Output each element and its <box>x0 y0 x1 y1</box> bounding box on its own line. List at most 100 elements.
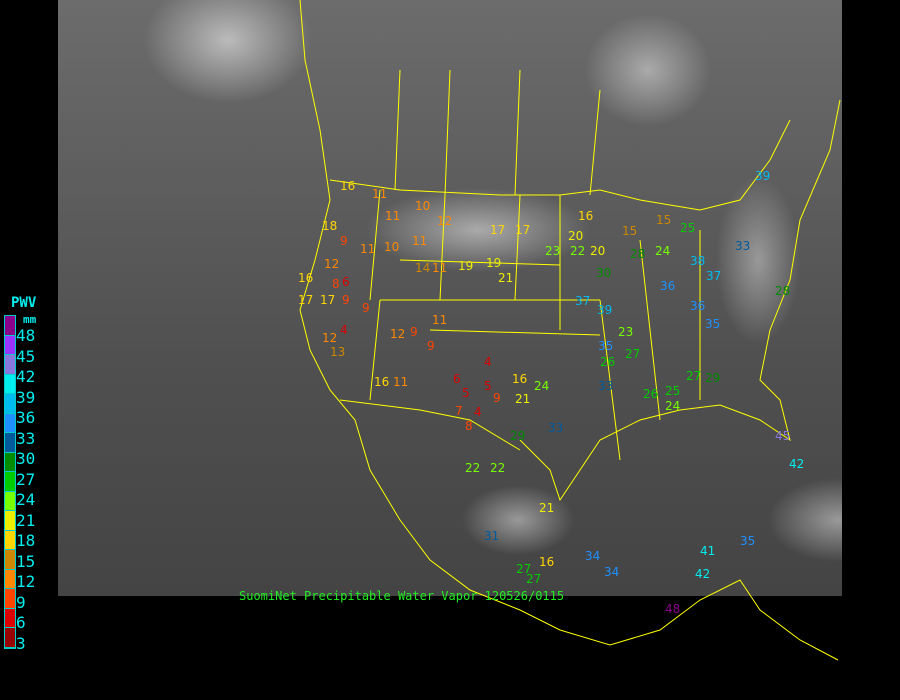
legend-tick: 48 <box>16 326 36 345</box>
legend-tick: 36 <box>16 408 36 427</box>
station-pwv-value: 27 <box>526 572 542 586</box>
station-pwv-value: 34 <box>604 565 620 579</box>
station-pwv-value: 5 <box>462 386 470 400</box>
station-pwv-value: 28 <box>630 247 646 261</box>
station-pwv-value: 36 <box>660 279 676 293</box>
legend-tick: 39 <box>16 387 36 407</box>
station-pwv-value: 8 <box>465 419 473 433</box>
canada-border <box>329 119 791 211</box>
station-pwv-value: 35 <box>740 534 756 548</box>
station-pwv-value: 21 <box>498 271 514 285</box>
station-pwv-value: 4 <box>474 405 482 419</box>
legend-swatch <box>5 569 15 589</box>
legend-tick: 6 <box>16 613 26 632</box>
legend-tick: 9 <box>16 592 26 612</box>
station-pwv-value: 24 <box>665 399 681 413</box>
legend-tick: 33 <box>16 428 36 448</box>
station-pwv-value: 11 <box>432 261 448 275</box>
station-pwv-value: 26 <box>643 387 659 401</box>
station-pwv-value: 36 <box>690 299 706 313</box>
station-pwv-value: 34 <box>585 549 601 563</box>
station-pwv-value: 16 <box>340 179 356 193</box>
station-pwv-value: 9 <box>493 391 501 405</box>
legend-unit: mm <box>23 313 37 326</box>
legend-tick: 42 <box>16 367 36 386</box>
station-pwv-value: 33 <box>548 421 564 435</box>
station-pwv-value: 31 <box>484 529 500 543</box>
station-pwv-value: 17 <box>320 293 336 307</box>
legend-tick: 15 <box>16 551 36 571</box>
mexico-border <box>339 399 521 451</box>
station-pwv-value: 11 <box>360 242 376 256</box>
station-pwv-value: 21 <box>539 501 555 515</box>
map-caption: SuomiNet Precipitable Water Vapor 120526… <box>239 589 565 603</box>
station-pwv-value: 6 <box>342 275 350 289</box>
station-pwv-value: 35 <box>598 339 614 353</box>
station-pwv-value: 12 <box>324 257 340 271</box>
legend-tick: 27 <box>16 469 36 489</box>
station-pwv-value: 8 <box>332 277 340 291</box>
station-pwv-value: 9 <box>342 293 350 307</box>
legend-tick: 3 <box>16 633 26 653</box>
west-coast-outline <box>299 0 839 661</box>
legend-tick: 12 <box>16 572 36 591</box>
station-pwv-value: 12 <box>322 331 338 345</box>
legend-swatch <box>5 491 15 511</box>
station-pwv-value: 20 <box>568 229 584 243</box>
station-pwv-value: 42 <box>695 567 711 581</box>
legend-swatch <box>5 335 15 355</box>
legend-tick: 30 <box>16 449 36 468</box>
legend-tick: 24 <box>16 490 36 509</box>
station-pwv-value: 17 <box>515 223 531 237</box>
station-pwv-value: 29 <box>705 371 721 385</box>
station-pwv-value: 9 <box>340 234 348 248</box>
legend-swatch <box>5 374 15 394</box>
station-pwv-value: 26 <box>600 355 616 369</box>
station-pwv-value: 39 <box>755 169 771 183</box>
station-pwv-value: 30 <box>596 266 612 280</box>
station-pwv-value: 45 <box>775 429 791 443</box>
station-pwv-value: 11 <box>372 187 388 201</box>
station-pwv-value: 33 <box>735 239 751 253</box>
station-pwv-value: 29 <box>510 429 526 443</box>
station-pwv-value: 21 <box>515 392 531 406</box>
station-pwv-value: 7 <box>455 404 463 418</box>
legend-swatch <box>5 530 15 550</box>
station-pwv-value: 4 <box>340 323 348 337</box>
station-pwv-value: 10 <box>415 199 431 213</box>
station-pwv-value: 15 <box>622 224 638 238</box>
legend-title: PWV <box>11 295 37 311</box>
station-pwv-value: 11 <box>385 209 401 223</box>
station-pwv-value: 22 <box>570 244 586 258</box>
legend-swatch <box>5 511 15 531</box>
legend-swatch <box>5 394 15 414</box>
legend-swatch <box>5 608 15 628</box>
station-pwv-value: 33 <box>598 379 614 393</box>
station-pwv-value: 17 <box>298 293 314 307</box>
station-pwv-value: 27 <box>516 562 532 576</box>
station-pwv-value: 6 <box>453 372 461 386</box>
legend-swatch <box>5 628 15 648</box>
station-pwv-value: 23 <box>618 325 634 339</box>
station-pwv-value: 35 <box>705 317 721 331</box>
legend-swatch <box>5 355 15 375</box>
station-pwv-value: 39 <box>597 303 613 317</box>
station-pwv-value: 16 <box>374 375 390 389</box>
legend-swatch <box>5 589 15 609</box>
station-pwv-value: 17 <box>490 223 506 237</box>
station-pwv-value: 16 <box>512 372 528 386</box>
station-pwv-value: 22 <box>465 461 481 475</box>
station-pwv-value: 19 <box>486 256 502 270</box>
station-pwv-value: 37 <box>706 269 722 283</box>
station-pwv-value: 12 <box>437 214 453 228</box>
station-pwv-value: 37 <box>575 294 591 308</box>
station-pwv-value: 11 <box>393 375 409 389</box>
station-pwv-value: 24 <box>655 244 671 258</box>
state-lines <box>369 69 701 461</box>
legend-tick: 45 <box>16 346 36 366</box>
station-pwv-value: 27 <box>625 347 641 361</box>
station-pwv-value: 16 <box>539 555 555 569</box>
station-pwv-value: 24 <box>534 379 550 393</box>
legend-tick: 21 <box>16 510 36 530</box>
